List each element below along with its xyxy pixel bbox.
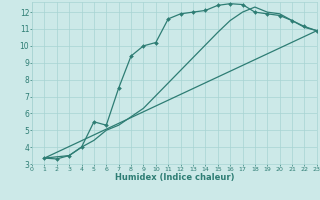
X-axis label: Humidex (Indice chaleur): Humidex (Indice chaleur)	[115, 173, 234, 182]
